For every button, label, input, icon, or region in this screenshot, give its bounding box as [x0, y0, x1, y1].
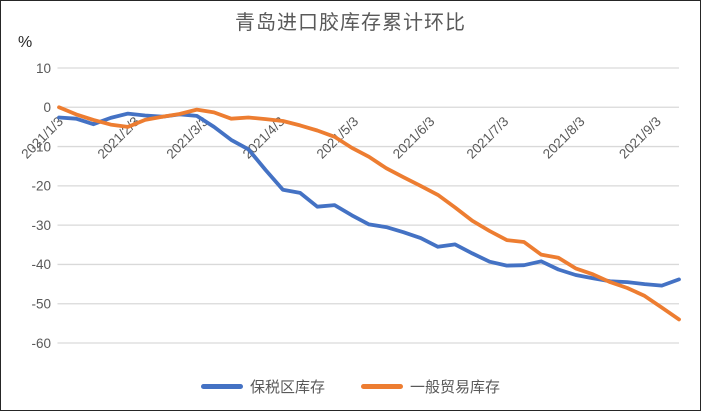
- y-axis-unit-label: %: [18, 34, 33, 51]
- y-axis-tick-label: -30: [31, 218, 51, 233]
- y-axis-tick-label: -50: [31, 297, 51, 312]
- legend-item-general-trade-inventory: 一般贸易库存: [361, 376, 500, 397]
- y-axis-tick-label: -60: [31, 336, 51, 351]
- x-axis-tick-label: 2021/6/3: [390, 114, 438, 162]
- legend: 保税区库存 一般贸易库存: [1, 376, 700, 397]
- x-axis-tick-label: 2021/1/3: [18, 114, 66, 162]
- legend-line-swatch-orange: [361, 384, 403, 389]
- y-axis-tick-label: 10: [36, 61, 51, 76]
- series-line-0: [57, 111, 681, 288]
- y-axis-tick-label: 0: [43, 100, 51, 115]
- legend-label: 一般贸易库存: [410, 379, 501, 396]
- legend-line-swatch-blue: [200, 384, 243, 389]
- legend-item-bonded-zone-inventory: 保税区库存: [200, 376, 325, 397]
- y-axis-tick-label: -10: [31, 139, 51, 154]
- series-line-1: [57, 105, 681, 322]
- legend-label: 保税区库存: [249, 379, 325, 396]
- y-axis-tick-label: -20: [31, 179, 51, 194]
- chart-title: 青岛进口胶库存累计环比: [235, 12, 466, 34]
- x-axis-tick-label: 2021/7/3: [464, 114, 512, 162]
- y-axis-tick-label: -40: [31, 257, 51, 272]
- x-axis-tick-label: 2021/8/3: [540, 114, 588, 162]
- x-axis-tick-label: 2021/9/3: [616, 114, 664, 162]
